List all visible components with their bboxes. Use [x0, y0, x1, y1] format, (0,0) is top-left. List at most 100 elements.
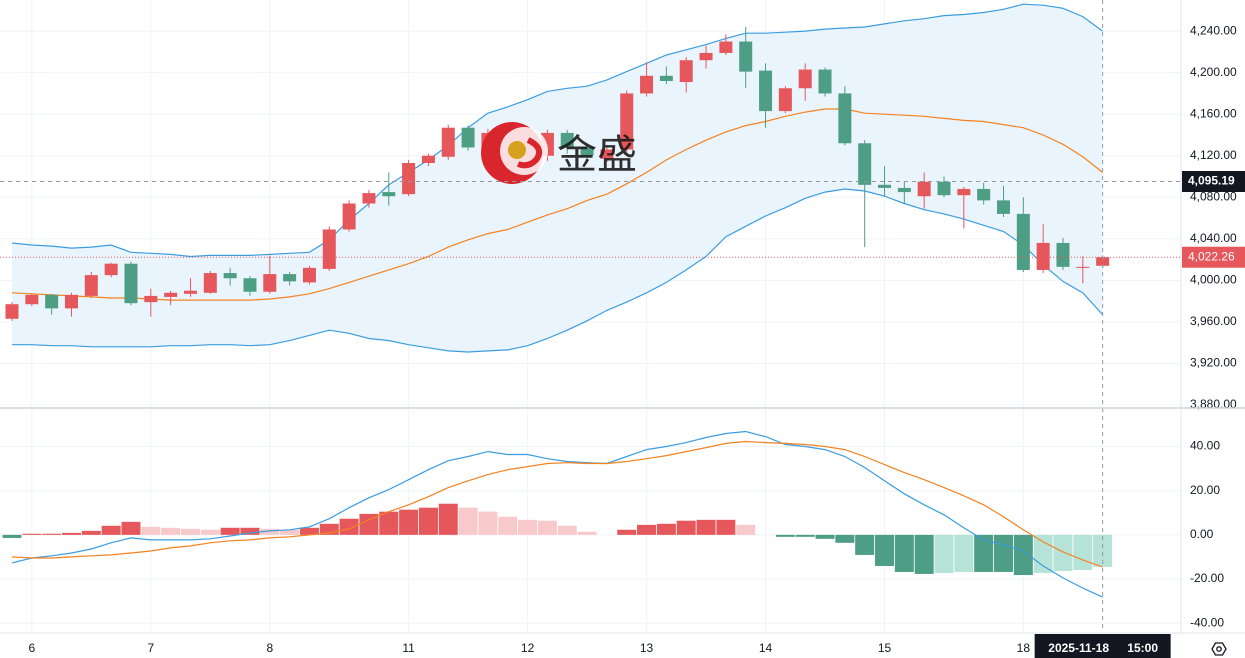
histogram-bar	[161, 527, 181, 535]
macd-line	[11, 440, 1103, 568]
x-tick-label: 8	[266, 641, 273, 655]
histogram-bar	[954, 534, 974, 572]
histogram-bar	[736, 524, 756, 535]
histogram-bar	[577, 531, 597, 535]
last-price-label: 4,022.26	[1188, 249, 1235, 263]
band-line	[11, 108, 1103, 301]
logo-ball	[508, 141, 526, 159]
candle-body	[560, 132, 574, 148]
candle-body	[659, 75, 673, 81]
histogram-bar	[240, 527, 260, 535]
candle-body	[957, 188, 971, 196]
histogram-bar	[1073, 534, 1093, 570]
settings-dot[interactable]	[1216, 646, 1222, 652]
x-tick-label: 11	[402, 641, 415, 655]
histogram-bar	[716, 519, 736, 535]
histogram-bar	[22, 533, 42, 535]
histogram-bar	[914, 534, 934, 574]
candle-body	[798, 69, 812, 89]
candle-body	[144, 295, 158, 303]
histogram-bar	[894, 534, 914, 572]
histogram-bar	[200, 529, 220, 535]
logo-swirl	[516, 137, 543, 169]
histogram-bar	[656, 523, 676, 535]
histogram-bar	[974, 534, 994, 572]
candle-body	[5, 304, 19, 319]
candle-body	[719, 41, 733, 53]
crosshair-price-box	[1182, 170, 1245, 192]
candle-body	[679, 60, 693, 83]
histogram-bar	[319, 523, 339, 535]
y-tick-label: 4,040.00	[1190, 231, 1237, 245]
candle-body	[759, 70, 773, 112]
histogram-bar	[260, 528, 280, 535]
candle-body	[342, 203, 356, 230]
candle-body	[283, 274, 297, 282]
candle-body	[164, 292, 178, 297]
candle-body	[322, 229, 336, 269]
candle-body	[382, 192, 396, 197]
x-tick-label: 6	[28, 641, 35, 655]
histogram-bar	[775, 534, 795, 537]
candle-body	[124, 263, 138, 304]
histogram-bar	[934, 534, 954, 574]
histogram-bar	[835, 534, 855, 543]
candle-body	[1096, 257, 1110, 266]
candle-body	[1056, 242, 1070, 267]
histogram-bar	[2, 534, 22, 538]
histogram-bar	[379, 511, 399, 535]
candle-body	[580, 147, 594, 156]
histogram-bar	[875, 534, 895, 566]
histogram-bar	[518, 519, 538, 535]
histogram-bar	[438, 503, 458, 535]
histogram-bar	[478, 511, 498, 535]
histogram-bar	[696, 519, 716, 535]
candle-body	[818, 69, 832, 94]
candle-body	[1016, 213, 1030, 270]
candle-body	[302, 267, 316, 283]
candle-body	[739, 41, 753, 72]
histogram-bar	[458, 507, 478, 535]
histogram-bar	[1013, 534, 1033, 576]
crosshair-time: 15:00	[1127, 641, 1158, 655]
histogram-bar	[1033, 534, 1053, 574]
y-tick-label: 20.00	[1190, 483, 1220, 497]
histogram-bar	[81, 530, 101, 535]
histogram-bar	[220, 527, 240, 535]
histogram-bar	[299, 527, 319, 535]
candle-body	[223, 273, 237, 279]
y-tick-label: 4,200.00	[1190, 65, 1237, 79]
candle-body	[600, 149, 614, 159]
candle-body	[25, 294, 39, 305]
candle-body	[640, 75, 654, 94]
y-tick-label: 4,000.00	[1190, 273, 1237, 287]
histogram-bar	[815, 534, 835, 539]
candle-body	[917, 181, 931, 197]
candle-body	[858, 143, 872, 185]
histogram-bar	[141, 526, 161, 535]
histogram-bar	[676, 520, 696, 535]
histogram-bar	[101, 525, 121, 535]
histogram-bar	[180, 528, 200, 535]
histogram-bar	[418, 507, 438, 535]
marks-layer	[2, 3, 1113, 598]
candle-body	[699, 52, 713, 61]
candle-body	[878, 184, 892, 188]
histogram-bar	[994, 534, 1013, 572]
crosshair-price-label: 4,095.19	[1188, 174, 1235, 188]
watermark: 金盛	[481, 122, 637, 184]
histogram-bar	[498, 516, 518, 535]
candle-body	[84, 275, 98, 296]
x-tick-label: 14	[759, 641, 773, 655]
y-tick-label: 3,920.00	[1190, 356, 1237, 370]
candle-body	[937, 181, 951, 196]
settings-hexagon[interactable]	[1211, 642, 1227, 656]
y-tick-label: 3,880.00	[1190, 397, 1237, 411]
histogram-bar	[280, 529, 300, 535]
crosshair-time-box	[1034, 634, 1171, 658]
histogram-bar	[537, 520, 557, 535]
candle-body	[183, 290, 197, 294]
y-tick-label: 4,080.00	[1190, 189, 1237, 203]
settings-icon[interactable]	[1211, 642, 1227, 656]
